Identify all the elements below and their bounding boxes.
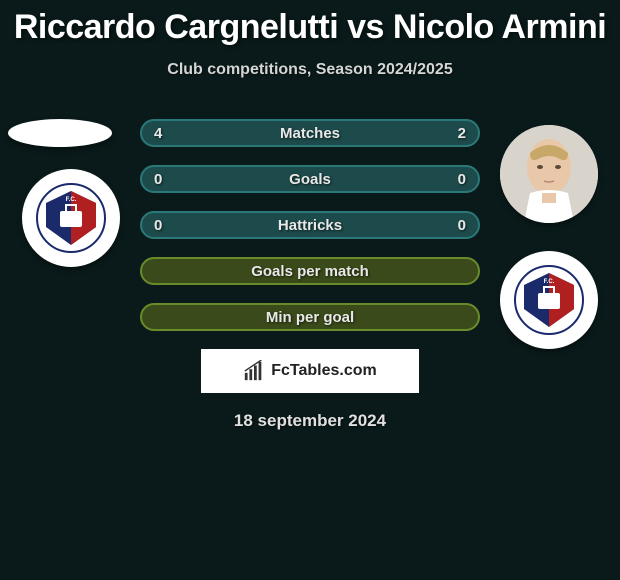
date-text: 18 september 2024 — [0, 411, 620, 431]
stat-bar: 0 Goals 0 — [140, 165, 480, 193]
stat-bar: Goals per match — [140, 257, 480, 285]
footer-site-box[interactable]: FcTables.com — [201, 349, 419, 393]
stat-label: Matches — [280, 125, 340, 142]
svg-text:F.C.: F.C. — [66, 197, 77, 203]
player-face-icon — [500, 125, 598, 223]
stat-bar: Min per goal — [140, 303, 480, 331]
stat-value-right: 2 — [458, 125, 466, 142]
page-title: Riccardo Cargnelutti vs Nicolo Armini — [0, 0, 620, 47]
stat-value-right: 0 — [458, 217, 466, 234]
stat-label: Hattricks — [278, 217, 342, 234]
stat-value-right: 0 — [458, 171, 466, 188]
club-right-badge: F.C. — [500, 251, 598, 349]
crotone-badge-icon: F.C. — [36, 183, 106, 253]
stat-value-left: 4 — [154, 125, 162, 142]
stat-label: Goals per match — [251, 263, 369, 280]
stat-label: Goals — [289, 171, 331, 188]
stat-label: Min per goal — [266, 309, 354, 326]
club-left-badge: F.C. — [22, 169, 120, 267]
subtitle: Club competitions, Season 2024/2025 — [0, 61, 620, 79]
crotone-badge-icon: F.C. — [514, 265, 584, 335]
player-right-photo — [500, 125, 598, 223]
stat-value-left: 0 — [154, 217, 162, 234]
stat-bar: 0 Hattricks 0 — [140, 211, 480, 239]
svg-text:F.C.: F.C. — [544, 279, 555, 285]
chart-icon — [243, 360, 265, 382]
stats-area: F.C. F.C. 4 Matches 2 0 Goals 0 0 Hattricks 0 Goa… — [0, 119, 620, 331]
player-left-photo-placeholder — [8, 119, 112, 147]
stat-value-left: 0 — [154, 171, 162, 188]
footer-site-label: FcTables.com — [271, 362, 377, 380]
stat-bar: 4 Matches 2 — [140, 119, 480, 147]
